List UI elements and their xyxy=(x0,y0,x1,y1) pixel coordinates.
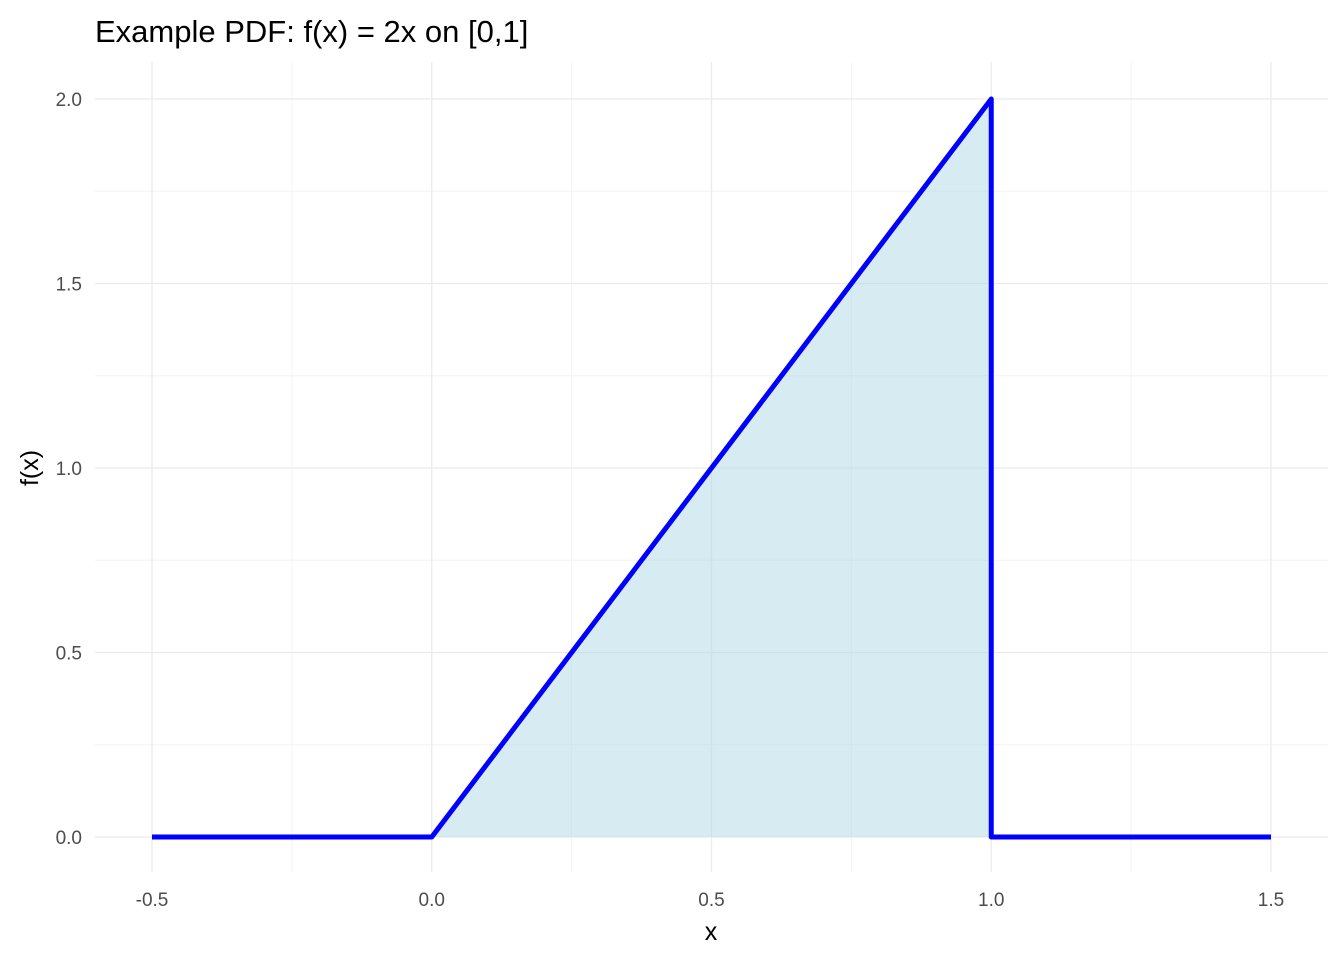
x-axis-title: x xyxy=(705,918,718,946)
chart-title: Example PDF: f(x) = 2x on [0,1] xyxy=(95,14,528,49)
y-axis-title: f(x) xyxy=(16,450,44,486)
x-tick-label: 1.5 xyxy=(1258,890,1284,911)
line-layer xyxy=(152,96,1271,840)
tick-layer: -0.5 0.0 0.5 1.0 1.5 0.0 0.5 1.0 1.5 2.0 xyxy=(56,90,1285,911)
y-tick-label: 1.5 xyxy=(56,275,82,296)
y-tick-label: 0.0 xyxy=(56,828,82,849)
y-tick-label: 0.5 xyxy=(56,644,82,665)
x-tick-label: -0.5 xyxy=(136,890,169,911)
y-tick-label: 2.0 xyxy=(56,90,82,111)
x-tick-label: 0.5 xyxy=(698,890,724,911)
x-tick-label: 0.0 xyxy=(419,890,445,911)
y-tick-label: 1.0 xyxy=(56,459,82,480)
pdf-line xyxy=(152,96,1271,840)
x-tick-label: 1.0 xyxy=(978,890,1004,911)
